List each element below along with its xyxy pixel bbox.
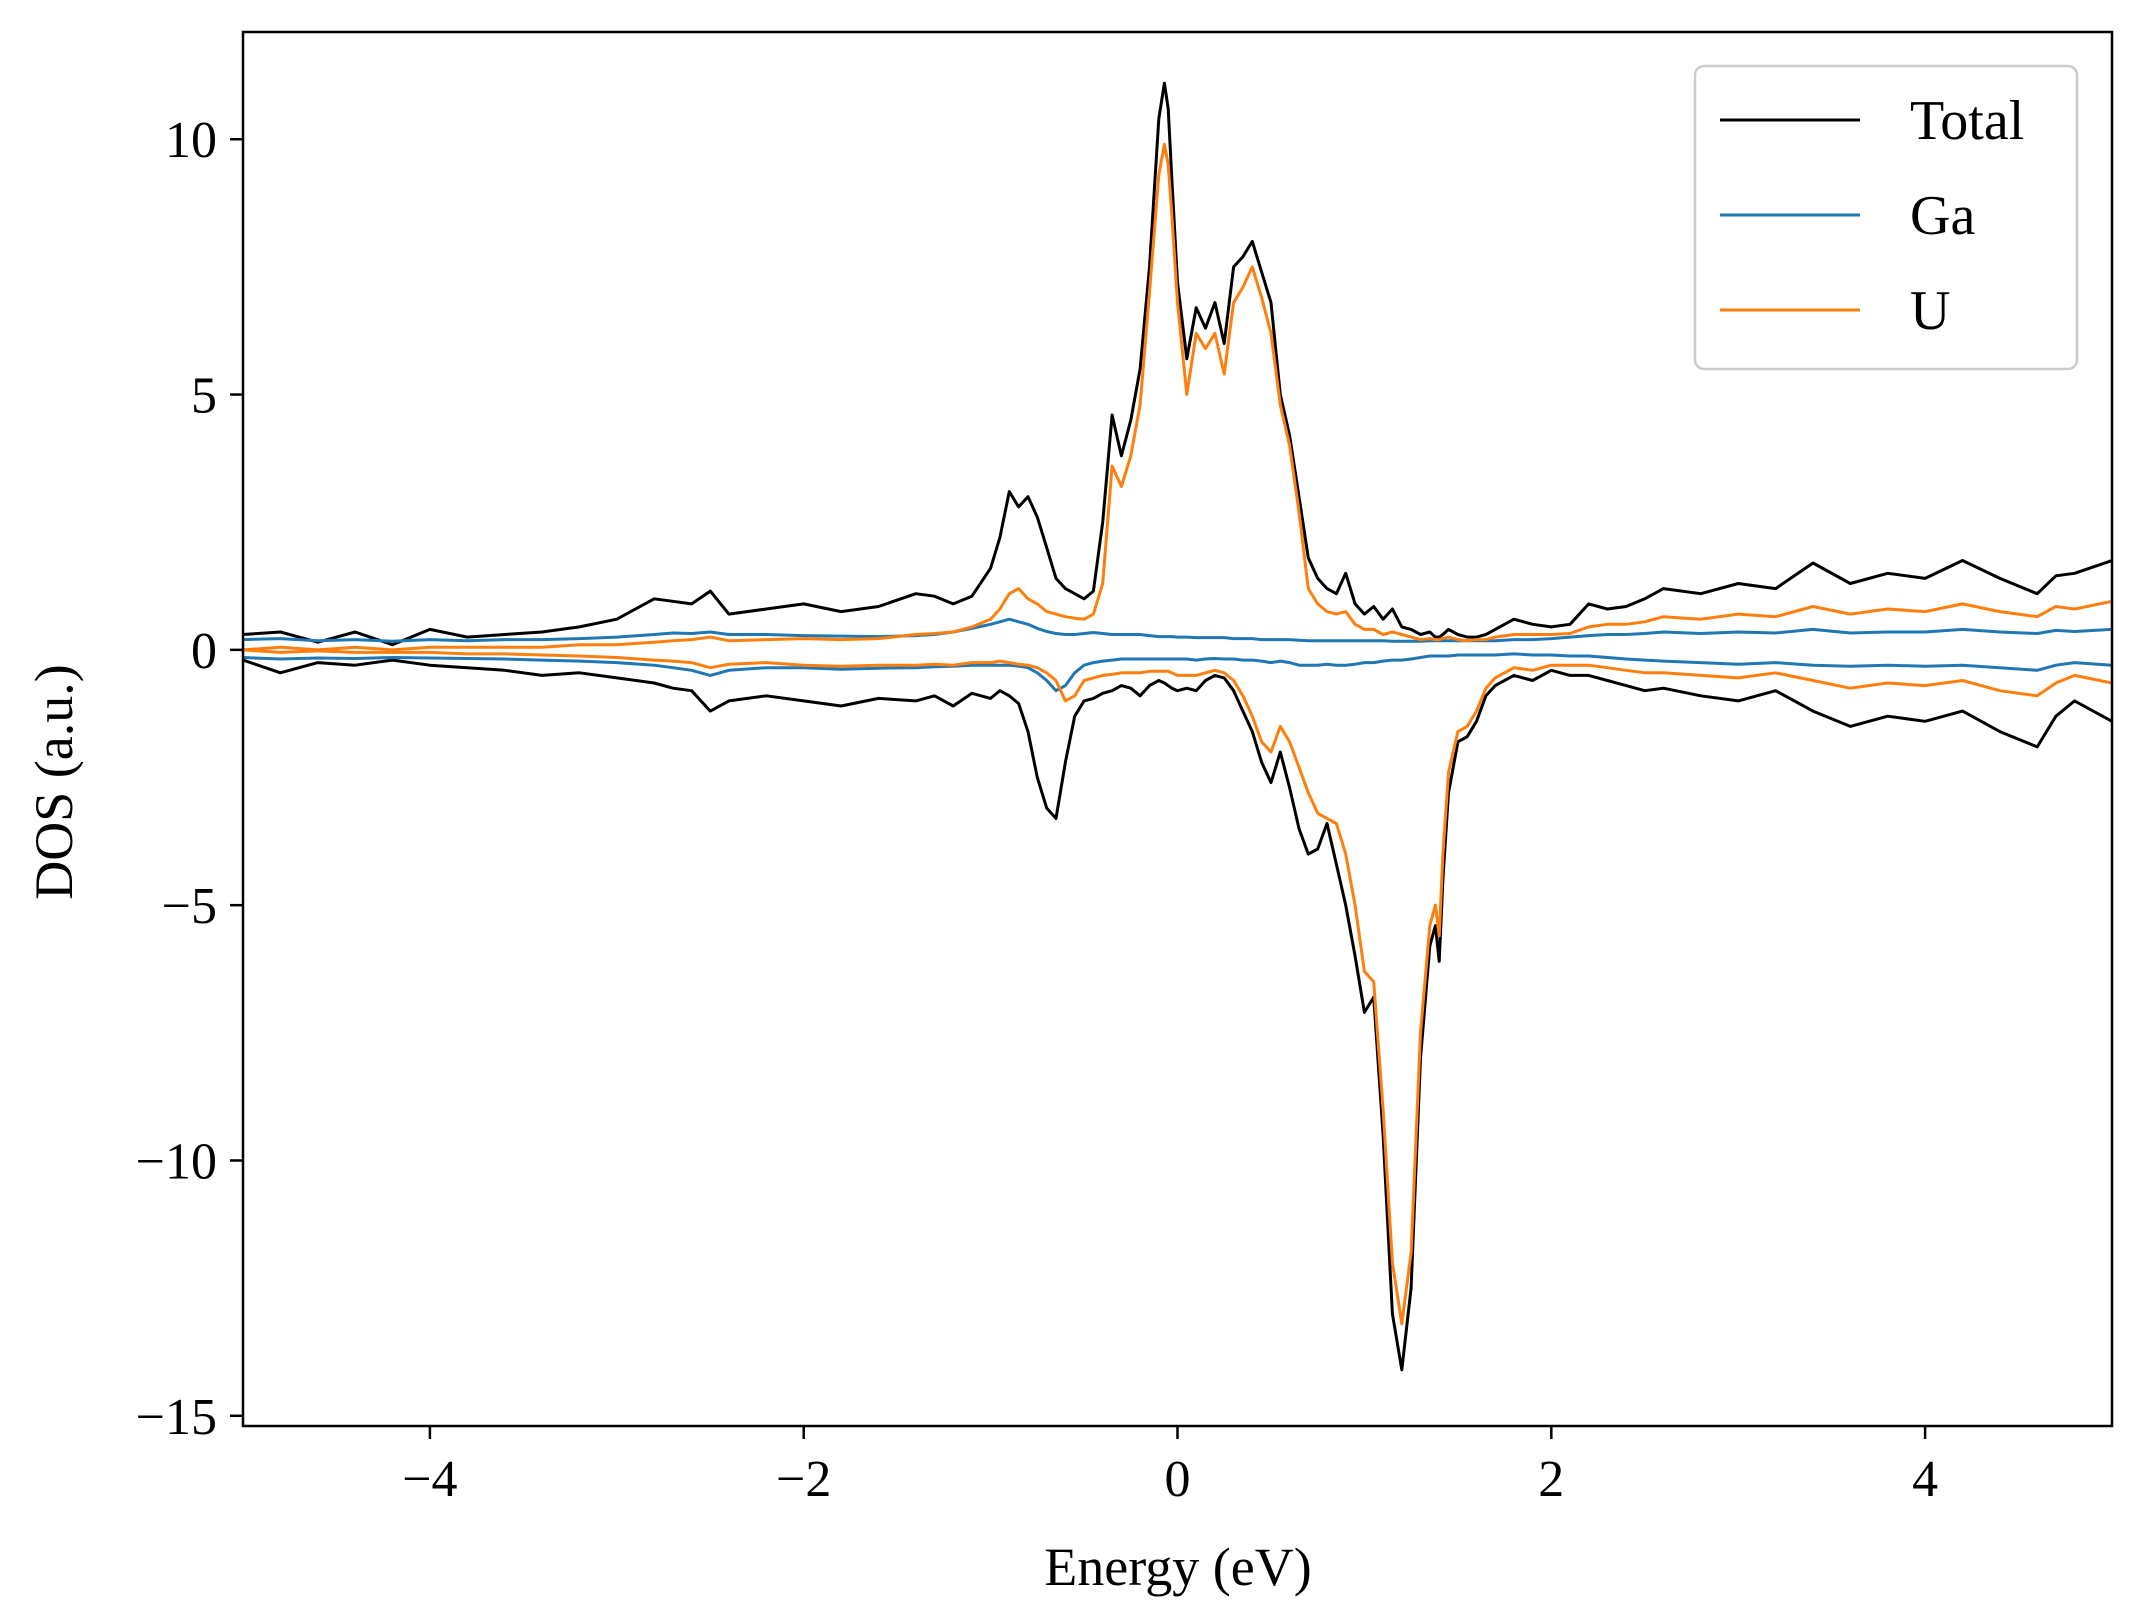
series-line-u-spin-up (243, 142, 2112, 652)
y-tick-label: 5 (191, 368, 217, 425)
legend: Total Ga U (1693, 64, 2079, 371)
plot-area (243, 81, 2112, 1372)
series-lines (243, 81, 2112, 1372)
legend-box (1693, 64, 2079, 371)
legend-label-ga: Ga (1910, 185, 1975, 247)
series-line-total-spin-down (243, 658, 2112, 1372)
series-line-ga-spin-down (243, 652, 2112, 693)
y-tick-label: 0 (191, 623, 217, 680)
y-tick-label: −5 (162, 878, 217, 935)
x-tick-label: 0 (1165, 1451, 1191, 1508)
series-line-u-spin-down (243, 648, 2112, 1326)
y-tick-label: −10 (136, 1133, 217, 1190)
legend-label-total: Total (1910, 90, 2024, 152)
legend-label-u: U (1910, 280, 1950, 342)
x-tick-label: 2 (1538, 1451, 1564, 1508)
y-axis-title: DOS (a.u.) (24, 664, 84, 899)
y-tick-label: 10 (165, 112, 217, 169)
y-tick-label: −15 (136, 1389, 217, 1446)
x-tick-label: −4 (402, 1451, 457, 1508)
x-tick-label: 4 (1912, 1451, 1938, 1508)
series-line-total-spin-up (243, 81, 2112, 647)
series-line-ga-spin-up (243, 617, 2112, 643)
x-tick-label: −2 (776, 1451, 831, 1508)
axes: −4 −2 0 2 4 10 5 0 −5 −10 −15 (136, 30, 2114, 1508)
x-axis-title: Energy (eV) (1044, 1537, 1311, 1597)
